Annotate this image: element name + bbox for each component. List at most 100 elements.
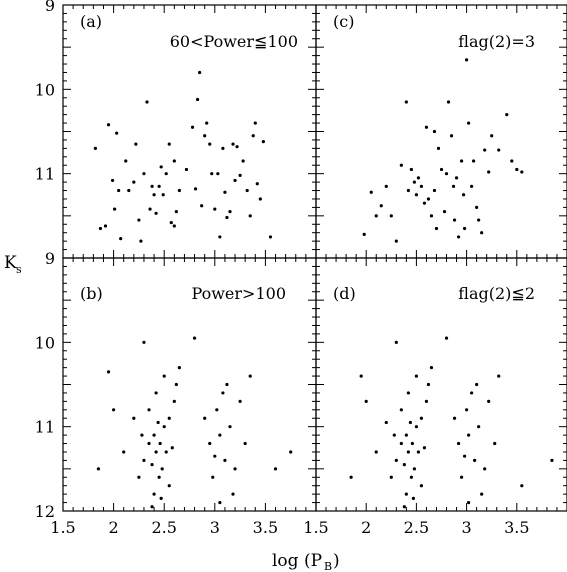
data-point	[195, 97, 200, 102]
data-point	[228, 210, 232, 214]
data-point	[119, 237, 123, 241]
data-point	[399, 163, 403, 167]
panel-d-label: (d)	[333, 284, 356, 303]
data-point	[472, 159, 476, 163]
data-point	[127, 188, 131, 193]
x-tick-label: 2	[109, 518, 119, 537]
data-point	[268, 235, 273, 239]
data-point	[245, 188, 249, 193]
data-point	[140, 433, 144, 437]
data-point	[145, 100, 149, 104]
panel-c-annotation: flag(2)=3	[458, 32, 535, 51]
data-point	[465, 58, 469, 62]
data-point	[132, 416, 136, 420]
data-point	[142, 340, 146, 344]
data-point	[154, 450, 158, 454]
data-point	[112, 408, 116, 412]
data-point	[467, 121, 471, 125]
data-point	[394, 458, 398, 462]
data-point	[261, 140, 265, 144]
data-point	[203, 134, 207, 138]
data-point	[422, 446, 427, 450]
data-point	[218, 433, 222, 437]
data-point	[461, 193, 466, 197]
data-point	[414, 425, 418, 429]
data-point	[193, 187, 198, 191]
data-point	[147, 408, 151, 412]
data-point	[409, 475, 413, 479]
data-point	[432, 188, 437, 193]
data-point	[289, 450, 293, 454]
data-point	[402, 463, 406, 467]
x-tick-label: 2.5	[151, 518, 176, 537]
data-point	[157, 184, 161, 188]
data-point	[154, 391, 158, 395]
data-point	[487, 170, 491, 174]
data-point	[162, 374, 166, 378]
data-point	[215, 408, 219, 412]
x-axis-title-close: )	[333, 551, 340, 571]
data-point	[216, 172, 220, 176]
data-point	[414, 193, 418, 197]
data-point	[416, 450, 421, 454]
data-point	[432, 129, 437, 134]
data-point	[156, 420, 160, 425]
data-point	[497, 374, 501, 378]
x-tick-label: 1.5	[50, 518, 75, 537]
data-point	[394, 239, 398, 243]
x-axis-title: log (P B )	[272, 551, 340, 572]
data-point	[520, 484, 524, 488]
data-point	[399, 441, 403, 446]
data-point	[409, 167, 413, 172]
data-point	[167, 142, 171, 146]
data-point	[218, 235, 222, 239]
y-tick-label: 9	[45, 0, 55, 15]
data-point	[392, 433, 396, 437]
data-point	[467, 500, 471, 505]
data-point	[150, 505, 154, 509]
data-point	[132, 180, 136, 184]
data-point	[411, 496, 415, 500]
data-point	[160, 467, 164, 471]
data-point	[115, 131, 119, 135]
x-tick-label: 2.5	[404, 518, 429, 537]
data-point	[456, 441, 461, 446]
data-point	[419, 484, 424, 488]
data-point	[384, 420, 388, 425]
data-point	[465, 408, 469, 412]
data-point	[473, 458, 477, 462]
x-tick-label: 3.5	[253, 518, 278, 537]
data-point	[172, 224, 176, 228]
data-point	[148, 207, 152, 211]
data-point	[429, 214, 434, 218]
data-point	[444, 336, 449, 340]
data-point	[142, 458, 146, 462]
data-point	[475, 205, 479, 209]
panel-c-ticks	[315, 4, 567, 259]
data-point	[211, 475, 215, 479]
x-tick-label: 1.5	[303, 518, 328, 537]
data-point	[238, 399, 242, 403]
data-point	[223, 458, 227, 462]
data-point	[228, 425, 232, 429]
data-point	[364, 399, 368, 403]
data-point	[184, 167, 189, 172]
data-point	[218, 500, 222, 505]
data-point	[213, 454, 217, 458]
panel-b-ticks: 9 10 11 121.5 2 2.5 3 3.5	[35, 249, 317, 537]
data-point	[410, 441, 414, 446]
data-point	[515, 167, 519, 172]
data-point	[205, 121, 209, 125]
y-tick-label: 12	[35, 502, 55, 521]
data-point	[159, 496, 163, 500]
data-point	[158, 441, 162, 446]
data-point	[233, 178, 237, 183]
data-point	[379, 204, 383, 208]
data-point	[470, 184, 474, 188]
data-point	[454, 176, 459, 180]
y-axis-title-sub: s	[16, 263, 22, 276]
data-point	[177, 188, 181, 193]
data-point	[424, 399, 429, 403]
data-point	[467, 433, 471, 437]
data-point	[550, 458, 554, 462]
